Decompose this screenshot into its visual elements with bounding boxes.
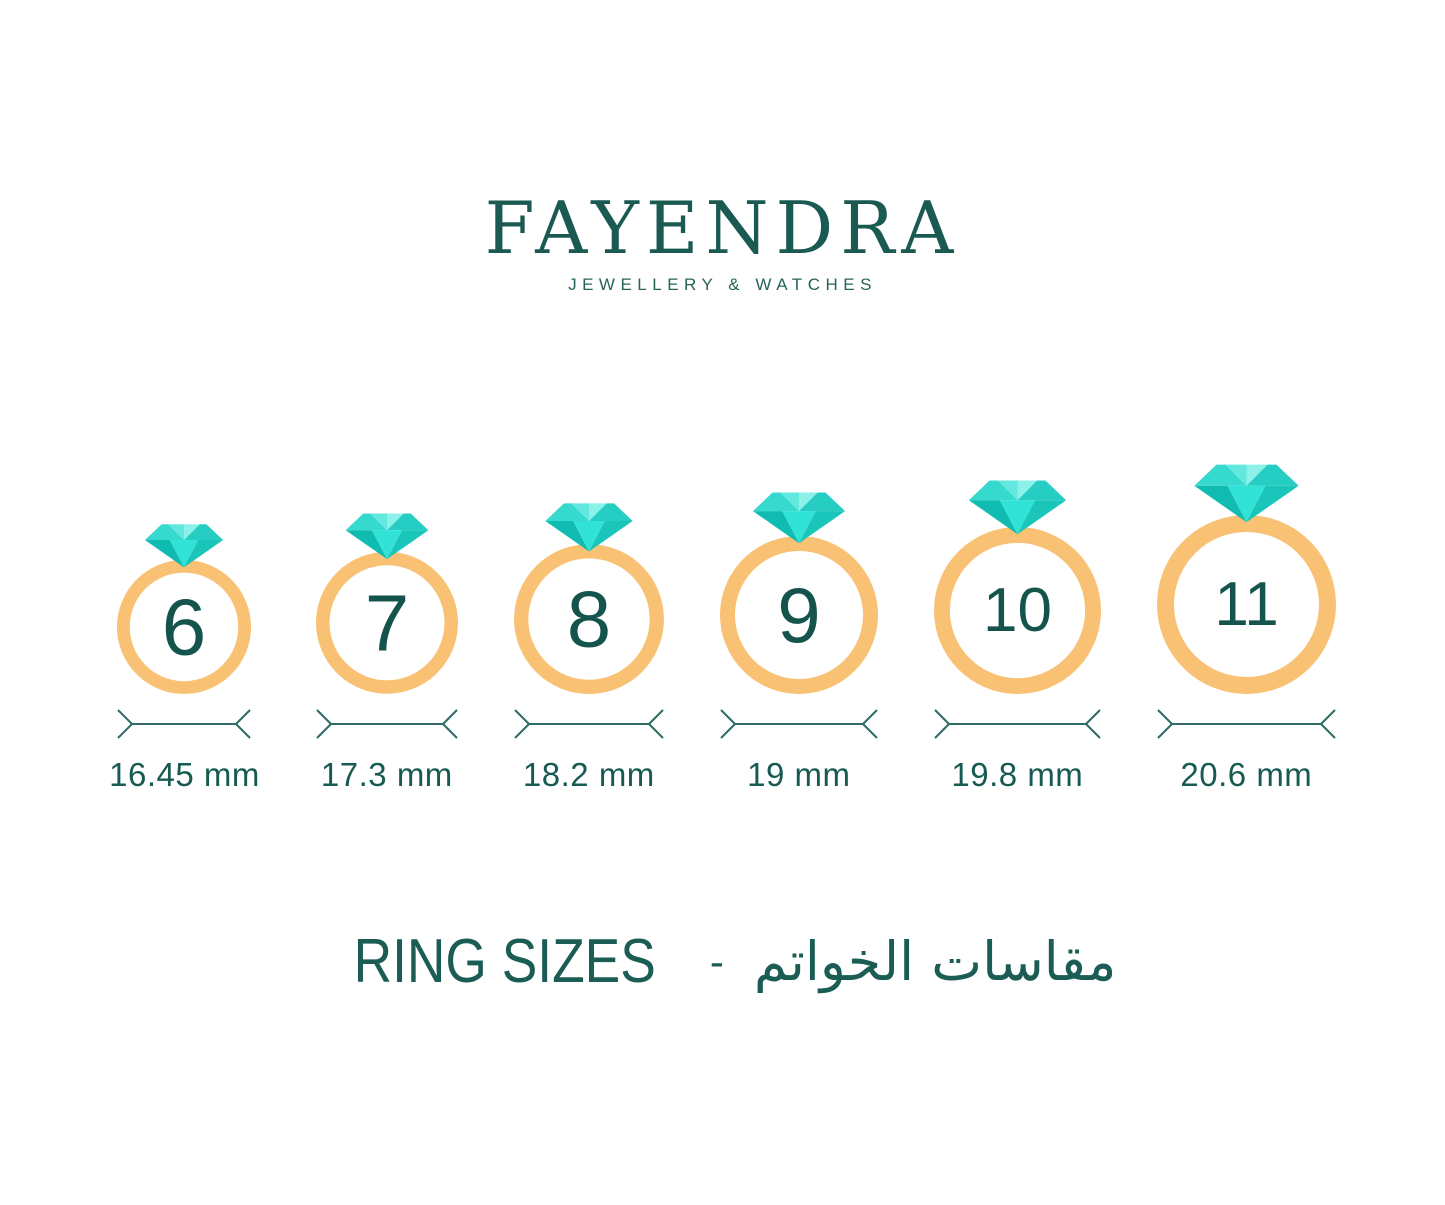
- diamond-icon: [345, 513, 429, 560]
- ring-size-number: 6: [162, 582, 207, 671]
- ring-size-item: 7 17.3 mm: [315, 512, 458, 794]
- ring-icon: 7: [315, 513, 458, 694]
- ring-size-item: 9 19 mm: [719, 491, 878, 794]
- chart-title-ar: مقاسات الخواتم: [753, 930, 1117, 993]
- diameter-arrow-icon: [1157, 709, 1336, 739]
- ring-icon: 6: [117, 524, 252, 694]
- ring-size-item: 6 16.45 mm: [109, 523, 260, 794]
- ring-size-number: 8: [567, 575, 611, 664]
- diameter-label: 19 mm: [747, 756, 851, 793]
- ring-size-number: 7: [365, 578, 410, 667]
- brand-tagline: JEWELLERY & WATCHES: [568, 275, 877, 294]
- ring-band: [933, 526, 1101, 694]
- diamond-icon: [145, 524, 224, 568]
- brand-logo: FAYENDRA JEWELLERY & WATCHES: [0, 0, 1445, 295]
- ring-size-item: 8 18.2 mm: [513, 502, 664, 794]
- diameter-label: 16.45 mm: [109, 756, 260, 793]
- diameter-label: 18.2 mm: [522, 756, 655, 793]
- brand-name: FAYENDRA: [484, 186, 961, 270]
- diameter-label: 17.3 mm: [320, 756, 453, 793]
- diameter-arrow-icon: [117, 709, 252, 739]
- ring-size-item: 11 20.6 mm: [1156, 463, 1336, 794]
- ring-size-number: 10: [983, 576, 1052, 645]
- diamond-icon: [1194, 464, 1299, 523]
- diameter-arrow-icon: [514, 709, 664, 739]
- diameter-arrow-icon: [934, 709, 1101, 739]
- ring-icon: 9: [719, 492, 878, 694]
- chart-title-separator: -: [709, 937, 724, 985]
- diamond-icon: [968, 480, 1067, 535]
- chart-title: RING SIZES - مقاسات الخواتم: [0, 926, 1445, 997]
- diameter-arrow-icon: [720, 709, 878, 739]
- ring-size-number: 11: [1214, 570, 1278, 639]
- diameter-label: 19.8 mm: [951, 756, 1084, 793]
- diameter-label: 20.6 mm: [1180, 756, 1313, 793]
- ring-size-item: 10 19.8 mm: [933, 479, 1101, 794]
- ring-band: [719, 535, 878, 694]
- diamond-icon: [752, 492, 845, 544]
- diameter-arrow-icon: [316, 709, 458, 739]
- ring-icon: 11: [1156, 464, 1336, 694]
- ring-icon: 8: [513, 503, 664, 694]
- rings-row: 6 16.45 mm 7 17.3 mm 8 18.2 mm 9 19 mm 10 19.8 mm…: [0, 463, 1445, 794]
- ring-band: [1156, 514, 1336, 694]
- chart-title-en: RING SIZES: [353, 927, 656, 996]
- ring-icon: 10: [933, 480, 1101, 694]
- ring-size-number: 9: [777, 571, 820, 659]
- diamond-icon: [545, 503, 633, 552]
